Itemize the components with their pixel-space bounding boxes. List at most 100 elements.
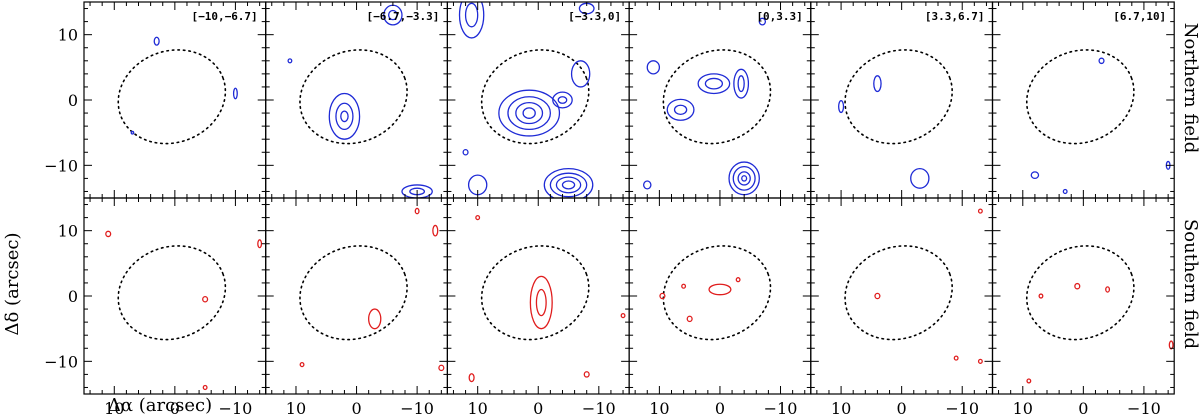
beam-ellipse — [480, 49, 590, 145]
contour-line — [733, 68, 750, 99]
panel-frame — [83, 197, 267, 395]
contour-line — [388, 9, 398, 21]
panel-frame — [628, 1, 812, 199]
contour-line — [462, 149, 469, 156]
contour-line — [368, 308, 382, 330]
northern-field-label: Northern field — [1180, 23, 1200, 154]
panel-frame — [810, 1, 994, 199]
contour-line — [458, 2, 485, 39]
southern-field-label: Southern field — [1180, 219, 1200, 349]
panel-content — [642, 17, 772, 196]
beam-ellipse — [299, 245, 408, 341]
contour-line — [552, 91, 573, 109]
panel-frame — [991, 197, 1175, 395]
panel-frame — [265, 1, 449, 199]
panel-content — [458, 2, 595, 198]
x-tick-label: −10 — [400, 399, 434, 418]
beam-ellipse — [480, 245, 590, 341]
contour-line — [202, 384, 208, 391]
panel-north-6: [6.7,10] — [991, 1, 1175, 199]
panel-south-1: 10 0 −10 10 0 −10 — [44, 197, 267, 418]
contour-line — [105, 230, 112, 238]
contour-line — [1030, 171, 1040, 180]
contour-line — [873, 75, 882, 93]
contour-line — [659, 292, 666, 300]
contour-line — [681, 283, 687, 289]
beam-ellipse — [662, 49, 772, 145]
x-tick-label: 0 — [170, 399, 180, 418]
contour-line — [475, 214, 481, 221]
contour-line — [570, 60, 591, 88]
beam-ellipse — [844, 245, 953, 341]
contour-line — [1026, 378, 1032, 384]
panel-content — [105, 230, 263, 391]
contour-line — [432, 224, 439, 237]
panel-content — [659, 245, 772, 341]
x-tick-label: 10 — [831, 399, 851, 418]
contour-line — [549, 172, 588, 198]
x-tick-label: −10 — [764, 399, 798, 418]
x-tick-label: 0 — [351, 399, 361, 418]
x-axis-title: Δα (arcsec) — [108, 395, 212, 416]
beam-ellipse — [299, 49, 408, 145]
panel-frame — [446, 197, 630, 395]
panel-content — [299, 207, 445, 372]
panel-content — [844, 208, 983, 364]
contour-line — [130, 130, 135, 135]
contour-line — [543, 167, 594, 198]
beam-ellipse — [1025, 245, 1135, 341]
contour-line — [642, 180, 652, 190]
panel-south-2: 10 0 −10 — [265, 197, 449, 418]
beam-ellipse — [117, 245, 227, 341]
contour-line — [737, 171, 751, 186]
panel-frame — [991, 1, 1175, 199]
contour-line — [529, 275, 553, 330]
x-tick-label: −10 — [945, 399, 979, 418]
x-tick-label: 10 — [104, 399, 124, 418]
y-tick-label: 10 — [58, 26, 78, 45]
panels-layer: [−10,−6.7] 10 0 −10 [−6.7,−3.3] [−3.3,0] [0,3.… — [44, 1, 1175, 418]
y-axis-title: Δδ (arcsec) — [2, 233, 23, 336]
panel-content — [1025, 49, 1171, 195]
contour-line — [737, 75, 745, 93]
contour-line — [515, 101, 544, 125]
y-tick-label: −10 — [44, 352, 78, 371]
contour-line — [910, 167, 930, 189]
x-tick-label: 0 — [533, 399, 543, 418]
x-tick-label: 10 — [649, 399, 669, 418]
contour-line — [732, 165, 756, 191]
contour-line — [464, 2, 479, 28]
x-tick-label: −10 — [1127, 399, 1161, 418]
contour-line — [1168, 340, 1174, 350]
velocity-range-label: [3.3,6.7] — [925, 10, 985, 23]
contour-line — [583, 371, 590, 378]
contour-line — [673, 104, 688, 116]
panel-frame — [446, 1, 630, 199]
x-tick-label: −10 — [582, 399, 616, 418]
panel-content — [1025, 245, 1174, 384]
contour-line — [646, 60, 661, 75]
contour-line — [620, 312, 626, 319]
panel-north-3: [−3.3,0] — [446, 1, 630, 199]
contour-line — [555, 176, 582, 194]
contour-line — [977, 358, 983, 364]
contour-line — [666, 98, 695, 121]
panel-south-6: 10 0 −10 — [991, 197, 1175, 418]
panel-south-3: 10 0 −10 — [446, 197, 630, 418]
panel-content — [838, 49, 953, 189]
x-tick-label: 10 — [286, 399, 306, 418]
contour-line — [335, 102, 354, 131]
labels-layer: Δα (arcsec) Δδ (arcsec) Northern field S… — [2, 23, 1200, 416]
contour-line — [438, 364, 445, 372]
contour-line — [340, 110, 349, 123]
x-tick-label: 10 — [1013, 399, 1033, 418]
contour-line — [287, 58, 293, 64]
contour-line — [704, 77, 724, 90]
contour-line — [697, 73, 731, 95]
contour-line — [686, 315, 693, 323]
contour-line — [507, 96, 552, 131]
contour-line — [1038, 293, 1044, 299]
contour-line — [735, 277, 741, 283]
contour-line — [328, 92, 361, 140]
